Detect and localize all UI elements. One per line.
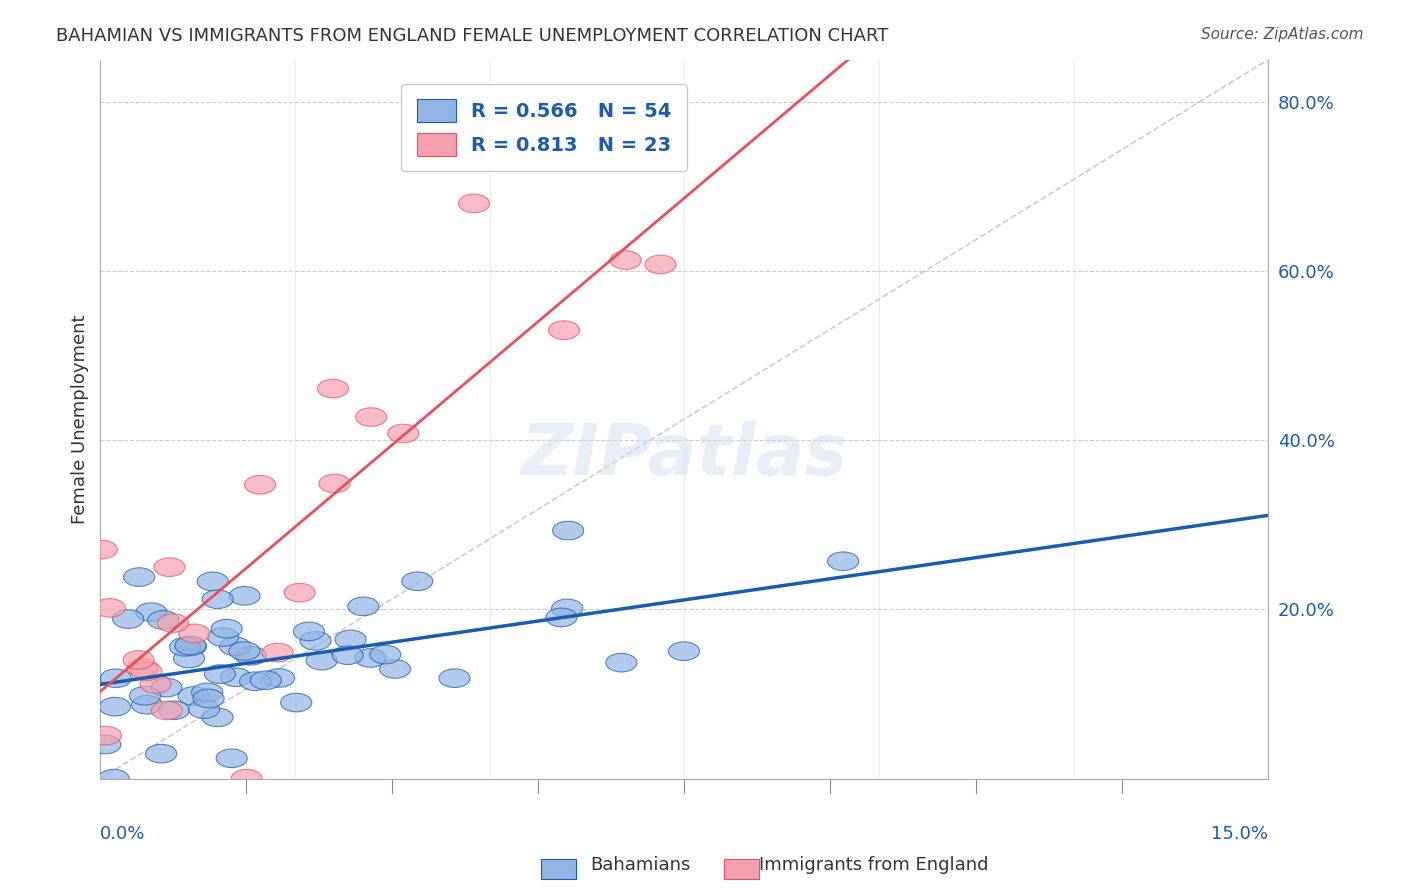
Ellipse shape <box>551 599 582 617</box>
Ellipse shape <box>263 669 294 687</box>
Ellipse shape <box>347 597 380 615</box>
Ellipse shape <box>112 610 143 628</box>
Text: 0.0%: 0.0% <box>100 825 146 844</box>
Ellipse shape <box>157 701 190 720</box>
Ellipse shape <box>148 611 179 629</box>
Ellipse shape <box>90 726 121 745</box>
Ellipse shape <box>299 632 332 650</box>
Ellipse shape <box>179 624 209 643</box>
Ellipse shape <box>402 572 433 591</box>
Ellipse shape <box>131 662 162 681</box>
Ellipse shape <box>136 603 167 622</box>
Ellipse shape <box>124 650 155 669</box>
Ellipse shape <box>262 643 294 662</box>
Ellipse shape <box>129 687 160 705</box>
Ellipse shape <box>100 669 131 688</box>
Ellipse shape <box>458 194 489 212</box>
Ellipse shape <box>191 683 222 702</box>
Text: 15.0%: 15.0% <box>1211 825 1268 844</box>
Ellipse shape <box>179 687 209 706</box>
Ellipse shape <box>146 744 177 763</box>
Ellipse shape <box>828 552 859 571</box>
Ellipse shape <box>100 698 131 716</box>
Ellipse shape <box>354 648 387 667</box>
Ellipse shape <box>219 637 250 656</box>
Ellipse shape <box>150 678 181 697</box>
Ellipse shape <box>188 700 219 718</box>
Ellipse shape <box>152 701 183 720</box>
Ellipse shape <box>208 628 239 647</box>
Ellipse shape <box>94 599 125 617</box>
Ellipse shape <box>546 608 576 627</box>
Ellipse shape <box>335 630 366 648</box>
Ellipse shape <box>318 379 349 398</box>
Ellipse shape <box>645 255 676 274</box>
Ellipse shape <box>170 638 201 657</box>
Ellipse shape <box>388 425 419 442</box>
Ellipse shape <box>86 541 117 559</box>
Ellipse shape <box>356 408 387 426</box>
Ellipse shape <box>606 653 637 672</box>
Ellipse shape <box>281 693 312 712</box>
Text: ZIPatlas: ZIPatlas <box>520 421 848 490</box>
Ellipse shape <box>141 674 172 693</box>
Y-axis label: Female Unemployment: Female Unemployment <box>72 314 89 524</box>
Text: Bahamians: Bahamians <box>591 856 690 874</box>
Ellipse shape <box>98 770 129 788</box>
Ellipse shape <box>548 321 579 340</box>
Text: BAHAMIAN VS IMMIGRANTS FROM ENGLAND FEMALE UNEMPLOYMENT CORRELATION CHART: BAHAMIAN VS IMMIGRANTS FROM ENGLAND FEMA… <box>56 27 889 45</box>
Ellipse shape <box>370 645 401 664</box>
Ellipse shape <box>124 568 155 586</box>
Ellipse shape <box>173 649 205 668</box>
Ellipse shape <box>153 558 186 576</box>
Ellipse shape <box>284 583 315 602</box>
Ellipse shape <box>250 671 281 690</box>
Ellipse shape <box>211 619 242 638</box>
Ellipse shape <box>204 665 236 683</box>
Ellipse shape <box>229 587 260 605</box>
Ellipse shape <box>553 521 583 540</box>
Text: Source: ZipAtlas.com: Source: ZipAtlas.com <box>1201 27 1364 42</box>
Ellipse shape <box>610 251 641 269</box>
Ellipse shape <box>217 749 247 768</box>
Ellipse shape <box>668 642 700 660</box>
Ellipse shape <box>202 590 233 608</box>
Ellipse shape <box>127 658 157 677</box>
Ellipse shape <box>239 672 271 690</box>
Ellipse shape <box>332 646 363 665</box>
Ellipse shape <box>202 708 233 727</box>
Ellipse shape <box>229 641 260 660</box>
Ellipse shape <box>221 668 252 687</box>
Ellipse shape <box>307 651 337 670</box>
Legend: R = 0.566   N = 54, R = 0.813   N = 23: R = 0.566 N = 54, R = 0.813 N = 23 <box>401 84 688 171</box>
Ellipse shape <box>90 735 121 754</box>
Ellipse shape <box>157 614 188 632</box>
Ellipse shape <box>174 636 205 655</box>
Ellipse shape <box>439 669 470 688</box>
Ellipse shape <box>176 637 207 656</box>
Ellipse shape <box>235 647 266 665</box>
Ellipse shape <box>231 770 262 788</box>
Ellipse shape <box>193 690 224 707</box>
Text: Immigrants from England: Immigrants from England <box>759 856 988 874</box>
Ellipse shape <box>245 475 276 494</box>
Ellipse shape <box>132 696 163 714</box>
Ellipse shape <box>319 475 350 492</box>
Ellipse shape <box>197 572 228 591</box>
Ellipse shape <box>294 622 325 640</box>
Ellipse shape <box>380 660 411 678</box>
